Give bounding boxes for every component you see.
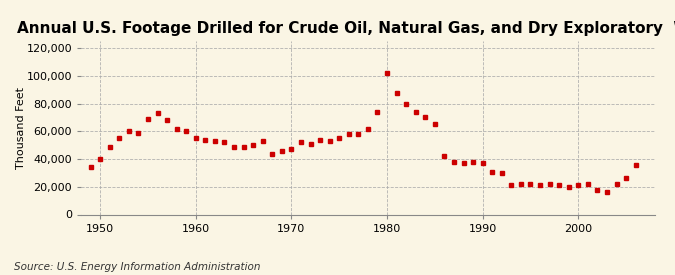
Y-axis label: Thousand Feet: Thousand Feet <box>16 87 26 169</box>
Title: Annual U.S. Footage Drilled for Crude Oil, Natural Gas, and Dry Exploratory  Wel: Annual U.S. Footage Drilled for Crude Oi… <box>17 21 675 36</box>
Text: Source: U.S. Energy Information Administration: Source: U.S. Energy Information Administ… <box>14 262 260 272</box>
